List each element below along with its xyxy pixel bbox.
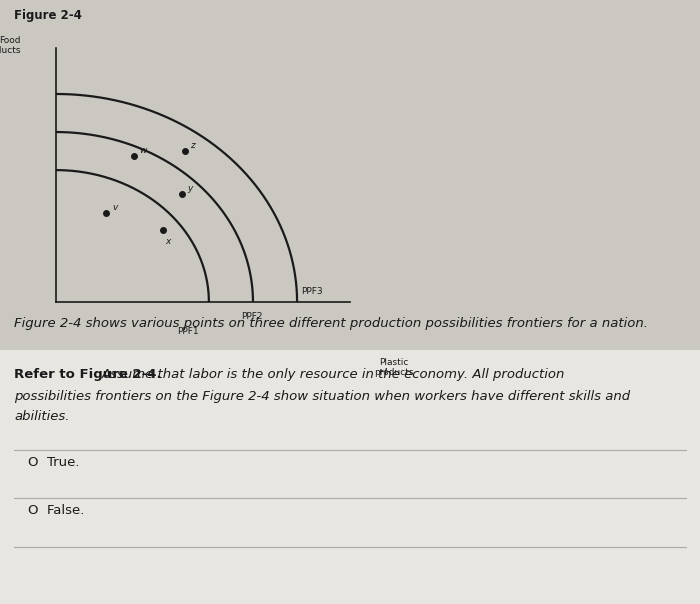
Text: x: x <box>164 237 170 246</box>
Text: abilities.: abilities. <box>14 410 69 423</box>
Text: Plastic
products: Plastic products <box>374 358 414 378</box>
Text: v: v <box>112 203 117 212</box>
Text: Figure 2-4: Figure 2-4 <box>14 9 82 22</box>
Text: Assume that labor is the only resource in the economy. All production: Assume that labor is the only resource i… <box>102 368 565 382</box>
Text: Food
products: Food products <box>0 36 21 55</box>
Text: O  False.: O False. <box>28 504 85 518</box>
Text: z: z <box>190 141 195 150</box>
Text: Refer to Figure 2-4.: Refer to Figure 2-4. <box>14 368 162 382</box>
Text: PPF1: PPF1 <box>178 327 199 336</box>
Text: possibilities frontiers on the Figure 2-4 show situation when workers have diffe: possibilities frontiers on the Figure 2-… <box>14 390 630 403</box>
Text: y: y <box>187 184 192 193</box>
Text: Figure 2-4 shows various points on three different production possibilities fron: Figure 2-4 shows various points on three… <box>14 317 648 330</box>
Text: w: w <box>139 146 146 155</box>
Text: PPF3: PPF3 <box>302 288 323 297</box>
Text: O  True.: O True. <box>28 456 80 469</box>
Text: PPF2: PPF2 <box>241 312 262 321</box>
